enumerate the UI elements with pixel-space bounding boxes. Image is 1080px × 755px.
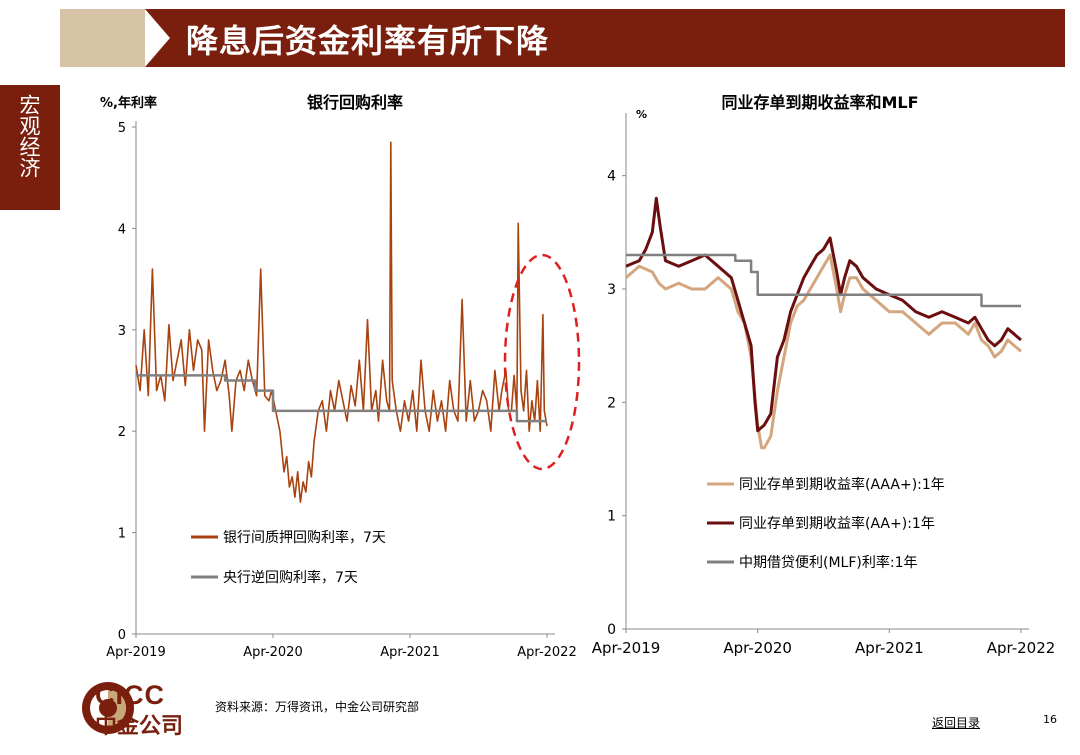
- page-title: 降息后资金利率有所下降: [186, 22, 550, 60]
- chart-1-y-tick-label: 4: [118, 222, 126, 237]
- header-bar: [60, 9, 1065, 67]
- chart-1-y-tick-label: 1: [118, 527, 126, 542]
- chart-1-series-1-line: [136, 374, 547, 423]
- chart-2-y-tick-label: 4: [607, 169, 616, 185]
- chart-2-series-0-line: [625, 253, 1022, 450]
- chart-2-x-tick-label: Apr-2019: [592, 639, 661, 657]
- chart-1-ylabel: %,年利率: [100, 96, 157, 111]
- chart-1-y-tick-label: 3: [118, 324, 126, 339]
- chart-2-y-tick-label: 3: [607, 282, 616, 298]
- header-dark-band: [145, 9, 1065, 67]
- chart-1-y-tick-label: 0: [118, 628, 126, 643]
- section-tab: [0, 85, 60, 210]
- chart-2-x-tick-label: Apr-2022: [987, 639, 1056, 657]
- chart-2-legend-label-2: 中期借贷便利(MLF)利率:1年: [739, 554, 917, 571]
- chart-1-series-0-line: [135, 141, 548, 504]
- logo-text-cn: 中金公司: [95, 714, 184, 739]
- page-number: 16: [1043, 713, 1057, 726]
- chart-1-x-tick-label: Apr-2019: [106, 645, 165, 660]
- chart-2-ylabel: %: [636, 108, 648, 121]
- chart-2-x-tick-label: Apr-2021: [855, 639, 924, 657]
- chart-1-x-tick-label: Apr-2020: [243, 645, 302, 660]
- source-note: 资料来源：万得资讯，中金公司研究部: [215, 700, 420, 714]
- chart-2-y-tick-label: 2: [607, 395, 616, 411]
- chart-1-y-tick-label: 5: [118, 121, 126, 136]
- chart-2-legend-label-1: 同业存单到期收益率(AA+):1年: [739, 515, 935, 532]
- chart-2-y-tick-label: 0: [607, 622, 616, 638]
- chart-1-y-tick-label: 2: [118, 425, 126, 440]
- chart-1-title: 银行回购利率: [306, 93, 403, 112]
- back-to-contents-link[interactable]: 返回目录: [932, 716, 981, 730]
- chart-2-legend-label-0: 同业存单到期收益率(AAA+):1年: [739, 476, 945, 493]
- chart-2-x-tick-label: Apr-2020: [723, 639, 792, 657]
- section-tab-label: 宏观经济: [17, 94, 41, 178]
- chart-2-y-tick-label: 1: [607, 509, 616, 525]
- chart-1-x-tick-label: Apr-2022: [517, 645, 576, 660]
- chart-1-x-tick-label: Apr-2021: [380, 645, 439, 660]
- header-light-band: [60, 9, 145, 67]
- logo-text-en: CICC: [95, 680, 165, 710]
- chart-1-legend-label-0: 银行间质押回购利率，7天: [223, 529, 386, 546]
- chart-2-series-2-line: [626, 253, 1021, 308]
- chart-1-highlight-ellipse: [503, 253, 581, 471]
- cicc-logo-mark: [82, 682, 134, 734]
- chart-1-legend-label-1: 央行逆回购利率，7天: [223, 569, 358, 586]
- chart-2-series-1-line: [625, 196, 1022, 433]
- chart-2-title: 同业存单到期收益率和MLF: [721, 93, 919, 112]
